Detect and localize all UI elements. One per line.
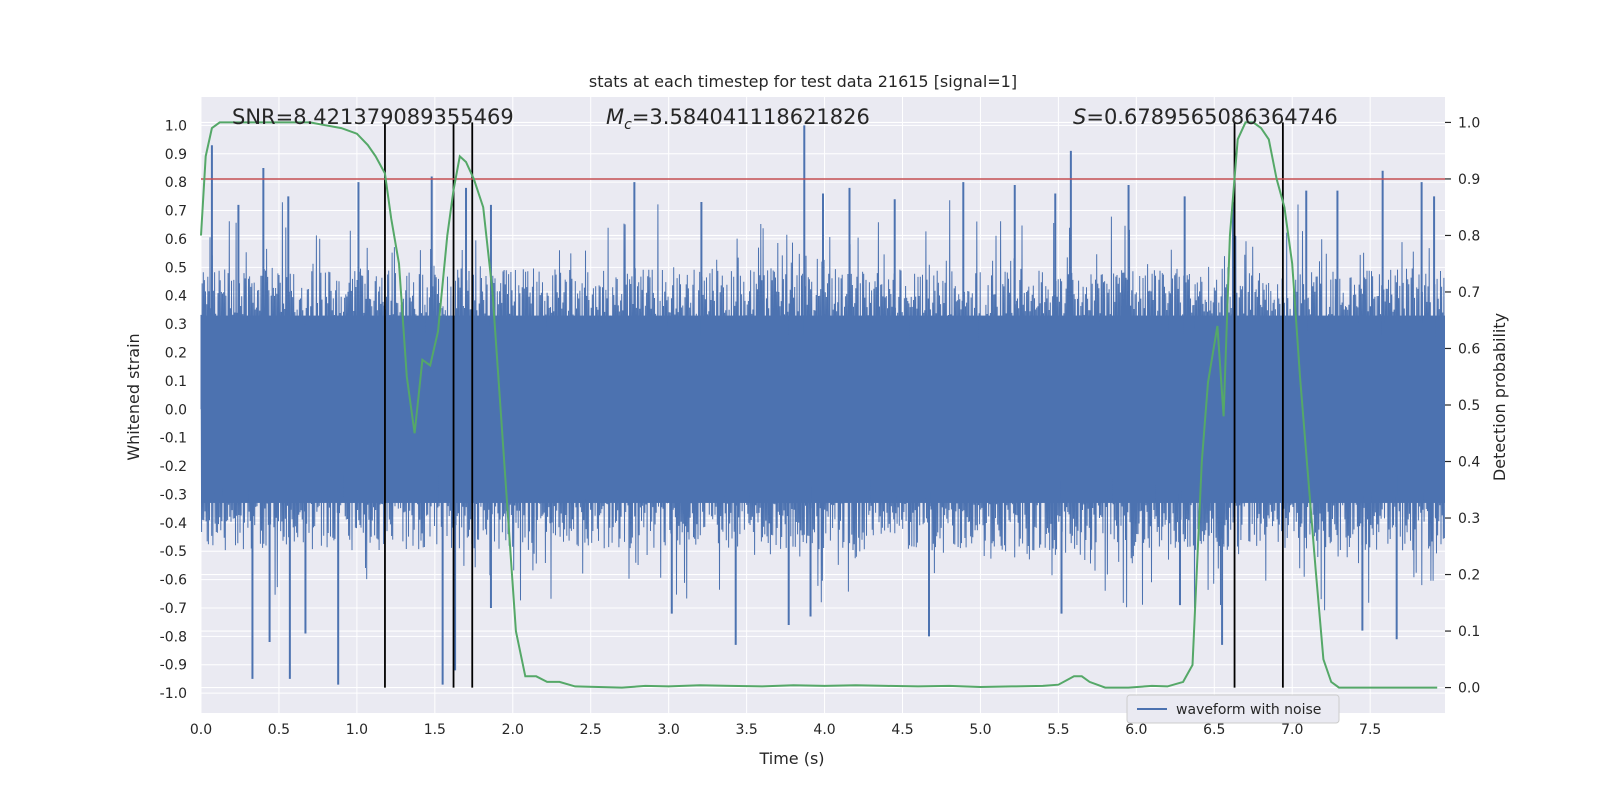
y-left-tick-label: 0.2 bbox=[165, 345, 187, 361]
y-right-tick-label: 0.3 bbox=[1458, 511, 1480, 527]
y-left-tick-label: -0.6 bbox=[160, 573, 187, 589]
x-tick-label: 6.5 bbox=[1203, 722, 1225, 738]
x-tick-label: 0.0 bbox=[190, 722, 212, 738]
y-right-tick-label: 0.9 bbox=[1458, 172, 1480, 188]
s-annotation: S=0.6789565086364746 bbox=[1073, 105, 1338, 129]
right-y-axis: 1.0 0.9 0.8 0.7 0.6 0.5 0.4 0.3 0.2 0.1 0.0 bbox=[1445, 115, 1480, 697]
x-tick-label: 2.0 bbox=[502, 722, 524, 738]
y-right-tick-label: 0.6 bbox=[1458, 341, 1480, 357]
x-tick-label: 3.5 bbox=[735, 722, 757, 738]
y-left-tick-label: 0.9 bbox=[165, 147, 187, 163]
y-right-tick-label: 0.1 bbox=[1458, 624, 1480, 640]
legend-box bbox=[1126, 694, 1340, 724]
y-left-tick-label: 0.4 bbox=[165, 289, 187, 305]
y-left-tick-label: -1.0 bbox=[160, 686, 187, 702]
y-right-tick-label: 0.5 bbox=[1458, 398, 1480, 414]
snr-annotation: SNR=8.421379089355469 bbox=[232, 105, 514, 129]
y-right-tick-label: 0.2 bbox=[1458, 568, 1480, 584]
y-left-tick-label: 0.0 bbox=[165, 402, 187, 418]
y-left-tick-label: -0.2 bbox=[160, 459, 187, 475]
y-left-tick-label: 0.1 bbox=[165, 374, 187, 390]
x-tick-label: 1.5 bbox=[424, 722, 446, 738]
marker-lines bbox=[384, 122, 1284, 688]
y-left-tick-label: -0.4 bbox=[160, 516, 187, 532]
x-tick-label: 1.0 bbox=[346, 722, 368, 738]
x-tick-label: 3.0 bbox=[658, 722, 680, 738]
x-tick-label: 0.5 bbox=[268, 722, 290, 738]
y-left-tick-label: 0.5 bbox=[165, 260, 187, 276]
x-tick-label: 7.0 bbox=[1281, 722, 1303, 738]
x-tick-label: 5.0 bbox=[969, 722, 991, 738]
y-left-tick-label: 0.8 bbox=[165, 175, 187, 191]
chirp-mass-annotation: Mc=3.584041118621826 bbox=[606, 105, 870, 133]
y-right-tick-label: 0.0 bbox=[1458, 681, 1480, 697]
y-axis-label-left: Whitened strain bbox=[124, 333, 143, 460]
chart-title: stats at each timestep for test data 216… bbox=[589, 72, 1017, 91]
y-right-tick-label: 0.4 bbox=[1458, 455, 1480, 471]
y-left-tick-label: 0.7 bbox=[165, 204, 187, 220]
y-right-tick-label: 1.0 bbox=[1458, 115, 1480, 131]
x-tick-label: 7.5 bbox=[1359, 722, 1381, 738]
y-axis-label-right: Detection probability bbox=[1490, 313, 1509, 481]
y-left-tick-label: -0.3 bbox=[160, 487, 187, 503]
y-left-tick-label: 1.0 bbox=[165, 118, 187, 134]
y-left-tick-label: 0.6 bbox=[165, 232, 187, 248]
x-tick-label: 4.5 bbox=[891, 722, 913, 738]
left-y-axis: 1.0 0.9 0.8 0.7 0.6 0.5 0.4 0.3 0.2 0.1 0.0 -0.1 -0.… bbox=[160, 118, 187, 702]
y-right-tick-label: 0.7 bbox=[1458, 285, 1480, 301]
legend-label-waveform: waveform with noise bbox=[1176, 702, 1321, 718]
series-waveform-with-noise bbox=[200, 125, 1445, 685]
y-left-tick-label: -0.5 bbox=[160, 544, 187, 560]
y-left-tick-label: -0.1 bbox=[160, 431, 187, 447]
y-left-tick-label: -0.8 bbox=[160, 629, 187, 645]
x-axis: 0.0 0.5 1.0 1.5 2.0 2.5 3.0 3.5 4.0 4.5 5.0 5.5 6.0 6… bbox=[190, 722, 1381, 738]
x-tick-label: 2.5 bbox=[580, 722, 602, 738]
x-axis-label: Time (s) bbox=[758, 749, 824, 768]
x-tick-label: 4.0 bbox=[813, 722, 835, 738]
series-detection-probability bbox=[200, 121, 1438, 689]
y-left-tick-label: -0.7 bbox=[160, 601, 187, 617]
y-left-tick-label: -0.9 bbox=[160, 658, 187, 674]
legend: waveform with noise bbox=[1126, 694, 1340, 724]
plot-area bbox=[200, 121, 1445, 689]
y-left-tick-label: 0.3 bbox=[165, 317, 187, 333]
x-tick-label: 6.0 bbox=[1125, 722, 1147, 738]
y-right-tick-label: 0.8 bbox=[1458, 228, 1480, 244]
x-tick-label: 5.5 bbox=[1047, 722, 1069, 738]
